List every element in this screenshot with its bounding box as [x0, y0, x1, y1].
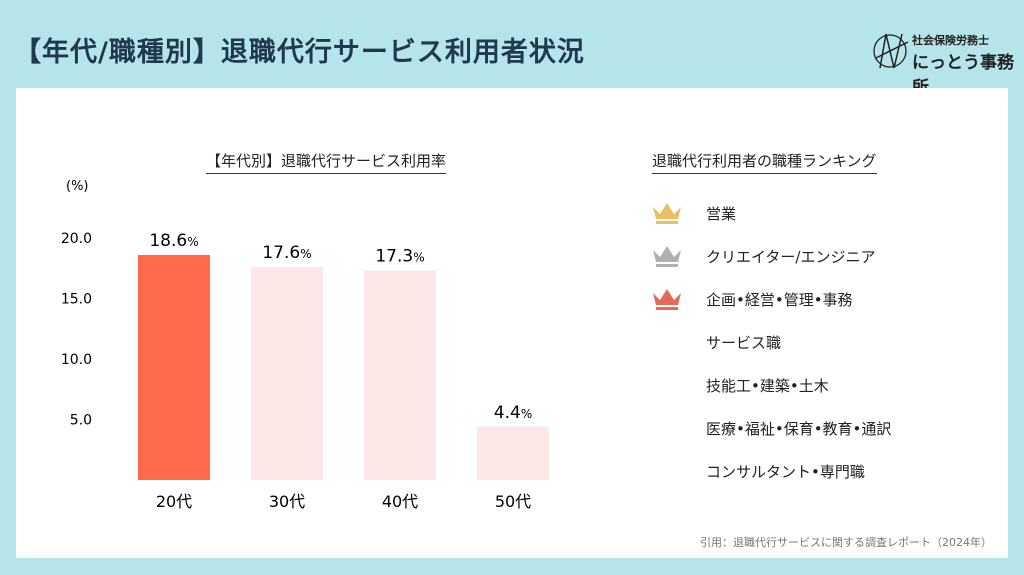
bar-chart: (%) 5.0 10.0 15.0 20.0 18.6% 20代 17.6% 30代 17.3% 4…	[61, 179, 549, 511]
citation: 引用：退職代行サービスに関する調査レポート（2024年）	[700, 536, 992, 549]
ranking-label: 営業	[706, 205, 737, 223]
bar	[477, 426, 549, 480]
y-tick-label: 5.0	[70, 413, 92, 429]
chart-title: 【年代別】退職代行サービス利用率	[206, 150, 447, 174]
ranking-label: 医療•福祉•保育•教育•通訳	[706, 420, 892, 438]
crown-gold-icon	[653, 203, 681, 224]
x-tick-label: 40代	[382, 492, 418, 511]
y-tick-label: 20.0	[61, 231, 92, 247]
bar	[364, 270, 436, 480]
ranking-title: 退職代行利用者の職種ランキング	[652, 150, 877, 174]
y-axis-label: (%)	[66, 179, 89, 194]
logo-sub: 社会保険労務士	[912, 34, 989, 47]
bar	[138, 254, 210, 480]
page-title: 【年代/職種別】退職代行サービス利用者状況	[14, 37, 585, 68]
y-tick-label: 10.0	[61, 352, 92, 368]
ranking-label: 技能工•建築•土木	[706, 377, 829, 395]
ranking-label: サービス職	[706, 334, 782, 352]
data-label: 4.4%	[494, 403, 532, 423]
logo-mark-icon	[873, 33, 909, 69]
data-label: 17.6%	[262, 243, 311, 263]
crown-silver-icon	[653, 246, 681, 267]
data-label: 17.3%	[375, 247, 424, 267]
logo: 社会保険労務士 にっとう事務所	[872, 28, 1022, 98]
data-label: 18.6%	[149, 231, 198, 251]
x-tick-label: 50代	[495, 492, 531, 511]
ranking-label: コンサルタント•専門職	[706, 463, 865, 481]
crown-bronze-icon	[653, 289, 681, 310]
bar	[251, 267, 323, 480]
x-tick-label: 30代	[269, 492, 305, 511]
y-tick-label: 15.0	[61, 292, 92, 308]
ranking-label: 企画•経営•管理•事務	[706, 291, 853, 309]
ranking-label: クリエイター/エンジニア	[706, 248, 876, 266]
x-tick-label: 20代	[156, 492, 192, 511]
